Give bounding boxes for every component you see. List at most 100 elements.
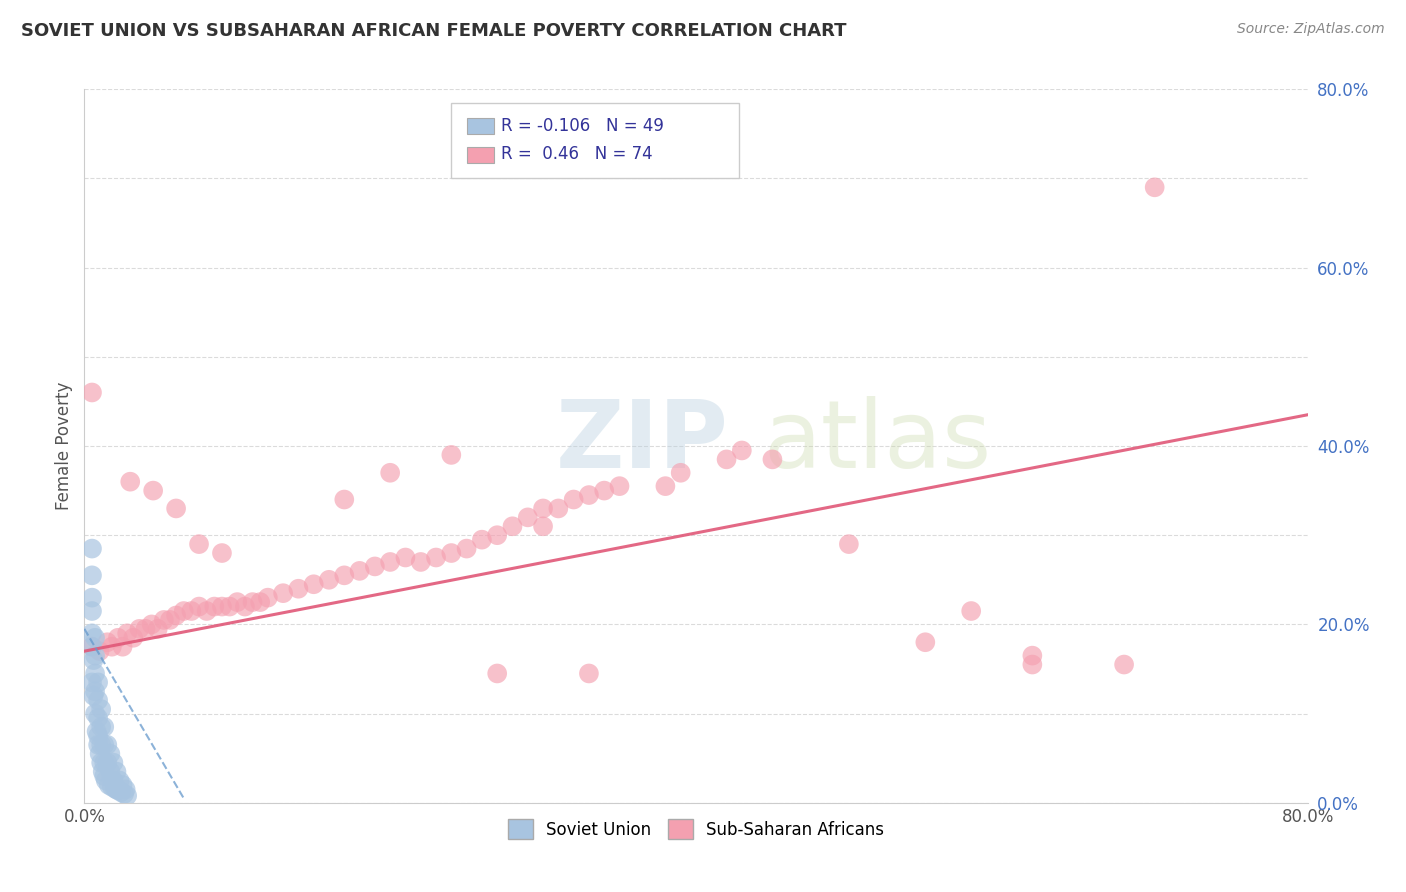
Point bbox=[105, 782, 128, 797]
Point bbox=[165, 501, 187, 516]
Point bbox=[80, 541, 103, 556]
Point bbox=[89, 644, 111, 658]
Point bbox=[90, 702, 112, 716]
Point bbox=[380, 466, 402, 480]
Point bbox=[93, 769, 115, 783]
Point bbox=[531, 501, 554, 516]
Point bbox=[90, 756, 112, 770]
FancyBboxPatch shape bbox=[451, 103, 738, 178]
Point bbox=[188, 537, 211, 551]
Point bbox=[202, 599, 225, 614]
Text: R = -0.106   N = 49: R = -0.106 N = 49 bbox=[502, 117, 665, 135]
Point bbox=[115, 626, 138, 640]
Point bbox=[80, 640, 103, 654]
Point bbox=[440, 448, 463, 462]
Point bbox=[380, 555, 402, 569]
Point bbox=[188, 599, 211, 614]
Point bbox=[103, 756, 125, 770]
Point bbox=[218, 599, 240, 614]
Point bbox=[716, 452, 738, 467]
Y-axis label: Female Poverty: Female Poverty bbox=[55, 382, 73, 510]
Point bbox=[960, 604, 983, 618]
Point bbox=[90, 738, 112, 752]
Point bbox=[86, 724, 108, 739]
Point bbox=[103, 773, 125, 788]
Point bbox=[1143, 180, 1166, 194]
Point bbox=[87, 693, 110, 707]
Point bbox=[128, 622, 150, 636]
Bar bbox=[467, 119, 494, 134]
Point bbox=[1021, 657, 1043, 672]
Text: atlas: atlas bbox=[763, 396, 991, 489]
Point bbox=[87, 738, 110, 752]
Point bbox=[93, 720, 115, 734]
Point bbox=[271, 586, 294, 600]
Point bbox=[146, 622, 169, 636]
Point bbox=[242, 595, 264, 609]
Point bbox=[80, 591, 103, 605]
Point bbox=[87, 711, 110, 725]
Point bbox=[90, 720, 112, 734]
Point bbox=[409, 555, 432, 569]
Point bbox=[110, 785, 132, 799]
Point bbox=[87, 729, 110, 743]
Point bbox=[761, 452, 783, 467]
Point bbox=[302, 577, 325, 591]
Point bbox=[101, 640, 124, 654]
Point bbox=[111, 640, 134, 654]
Point bbox=[111, 778, 134, 792]
Point bbox=[1021, 648, 1043, 663]
Point bbox=[486, 666, 509, 681]
Point bbox=[96, 756, 118, 770]
Point bbox=[80, 568, 103, 582]
Point bbox=[593, 483, 616, 498]
Point bbox=[91, 764, 114, 779]
Point bbox=[83, 653, 105, 667]
Point bbox=[257, 591, 280, 605]
Point bbox=[333, 492, 356, 507]
Point bbox=[609, 479, 631, 493]
Point bbox=[93, 738, 115, 752]
Point bbox=[547, 501, 569, 516]
Point bbox=[84, 684, 107, 698]
Point bbox=[84, 666, 107, 681]
Point bbox=[84, 648, 107, 663]
Point bbox=[94, 773, 117, 788]
Point bbox=[333, 568, 356, 582]
Point bbox=[456, 541, 478, 556]
Point bbox=[211, 599, 233, 614]
Point bbox=[135, 622, 157, 636]
Point bbox=[173, 604, 195, 618]
Point bbox=[838, 537, 860, 551]
Point bbox=[318, 573, 340, 587]
Point bbox=[226, 595, 249, 609]
Point bbox=[108, 773, 131, 788]
Point bbox=[531, 519, 554, 533]
Text: SOVIET UNION VS SUBSAHARAN AFRICAN FEMALE POVERTY CORRELATION CHART: SOVIET UNION VS SUBSAHARAN AFRICAN FEMAL… bbox=[21, 22, 846, 40]
Point bbox=[97, 778, 120, 792]
Point bbox=[654, 479, 676, 493]
Point bbox=[669, 466, 692, 480]
Point bbox=[80, 626, 103, 640]
Point bbox=[159, 613, 181, 627]
Point bbox=[105, 764, 128, 779]
Point bbox=[93, 756, 115, 770]
Point bbox=[101, 780, 124, 794]
Point bbox=[516, 510, 538, 524]
Point bbox=[120, 475, 142, 489]
Point bbox=[107, 783, 129, 797]
Point bbox=[165, 608, 187, 623]
Point bbox=[578, 666, 600, 681]
Point bbox=[486, 528, 509, 542]
Point bbox=[114, 782, 136, 797]
Point bbox=[502, 519, 524, 533]
Point bbox=[87, 675, 110, 690]
Point bbox=[96, 738, 118, 752]
Point bbox=[471, 533, 494, 547]
Text: ZIP: ZIP bbox=[555, 396, 728, 489]
Point bbox=[233, 599, 256, 614]
Point bbox=[80, 640, 103, 654]
Point bbox=[104, 781, 127, 796]
Point bbox=[394, 550, 416, 565]
Point bbox=[96, 635, 118, 649]
